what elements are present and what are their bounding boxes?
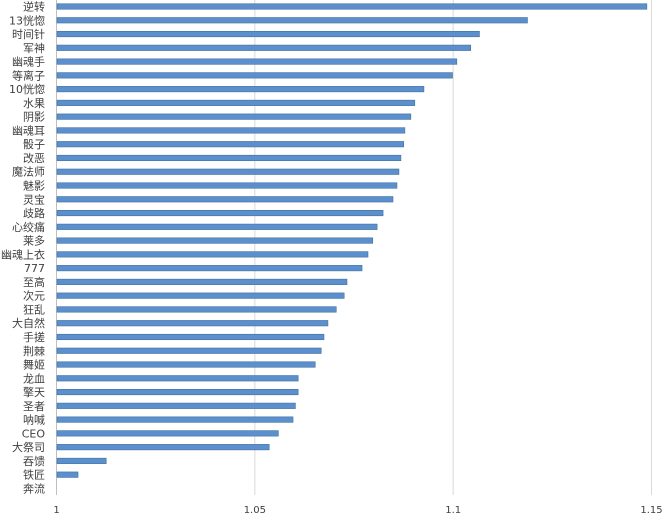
category-label: 大祭司: [12, 440, 45, 454]
bar: [56, 430, 279, 437]
bar: [56, 58, 458, 65]
category-label: 魅影: [23, 179, 45, 193]
category-label: 灵宝: [23, 192, 45, 206]
bar: [56, 444, 270, 451]
category-label: 大自然: [12, 316, 45, 330]
category-label: 13恍惚: [9, 13, 45, 27]
category-label: 荆棘: [23, 345, 45, 358]
category-label: 莱多: [23, 234, 45, 248]
bar: [56, 17, 528, 24]
bar: [56, 3, 648, 10]
category-label: 幽魂耳: [12, 124, 45, 137]
bar: [56, 86, 425, 93]
x-tick-label: 1.1: [445, 505, 461, 516]
category-label: 铁匠: [23, 469, 45, 482]
bar: [56, 278, 348, 285]
bar: [56, 127, 406, 134]
bar: [56, 457, 107, 464]
category-label: 吞馈: [23, 455, 45, 468]
bar: [56, 30, 480, 38]
x-tick-label: 1.15: [640, 505, 662, 516]
category-label: 舞姬: [23, 359, 45, 372]
category-label: 狂乱: [23, 303, 45, 316]
category-label: CEO: [22, 427, 46, 440]
bar: [56, 251, 369, 258]
category-label: 次元: [23, 289, 45, 303]
bar: [56, 389, 299, 396]
bar: [56, 182, 398, 189]
bar: [56, 320, 329, 327]
category-label: 阴影: [23, 111, 45, 124]
category-label: 改恶: [23, 151, 45, 165]
category-label: 魔法师: [12, 165, 45, 179]
category-label: 777: [24, 262, 45, 275]
bar: [56, 210, 384, 217]
category-label: 军神: [23, 41, 45, 55]
x-tick-label: 1.05: [244, 505, 266, 516]
bar: [56, 141, 404, 148]
category-label: 时间针: [12, 27, 45, 41]
bar: [56, 154, 402, 162]
category-label: 心绞痛: [12, 220, 45, 234]
category-label: 至高: [23, 275, 45, 289]
category-label: 水果: [23, 97, 45, 110]
category-label: 逆转: [23, 0, 45, 14]
bar: [56, 237, 374, 244]
bar: [56, 471, 79, 478]
category-label: 龙血: [23, 371, 45, 385]
x-tick-label: 1: [53, 505, 59, 516]
bar: [56, 306, 337, 313]
category-label: 手搓: [23, 330, 45, 344]
bar: [56, 292, 345, 299]
bar: [56, 196, 394, 203]
bar: [56, 72, 453, 79]
bar: [56, 44, 472, 51]
bar: [56, 347, 322, 354]
category-label: 等离子: [12, 68, 45, 82]
category-label: 擎天: [23, 385, 45, 399]
bar: [56, 416, 294, 423]
category-label: 10恍惚: [9, 82, 45, 96]
category-label: 奔流: [23, 481, 45, 495]
category-label: 歧路: [23, 207, 45, 220]
category-label: 呐喊: [23, 414, 45, 427]
category-label: 圣者: [23, 400, 45, 413]
bar: [56, 99, 416, 106]
bar: [56, 168, 400, 175]
bar: [56, 113, 412, 120]
category-label: 骰子: [23, 138, 45, 151]
category-label: 幽魂上衣: [1, 247, 45, 261]
bar: [56, 375, 299, 382]
bar: [56, 265, 363, 272]
bar: [56, 402, 296, 409]
bar: [56, 333, 325, 341]
category-label: 幽魂手: [12, 55, 45, 69]
bar: [56, 223, 378, 230]
bar: [56, 361, 316, 368]
